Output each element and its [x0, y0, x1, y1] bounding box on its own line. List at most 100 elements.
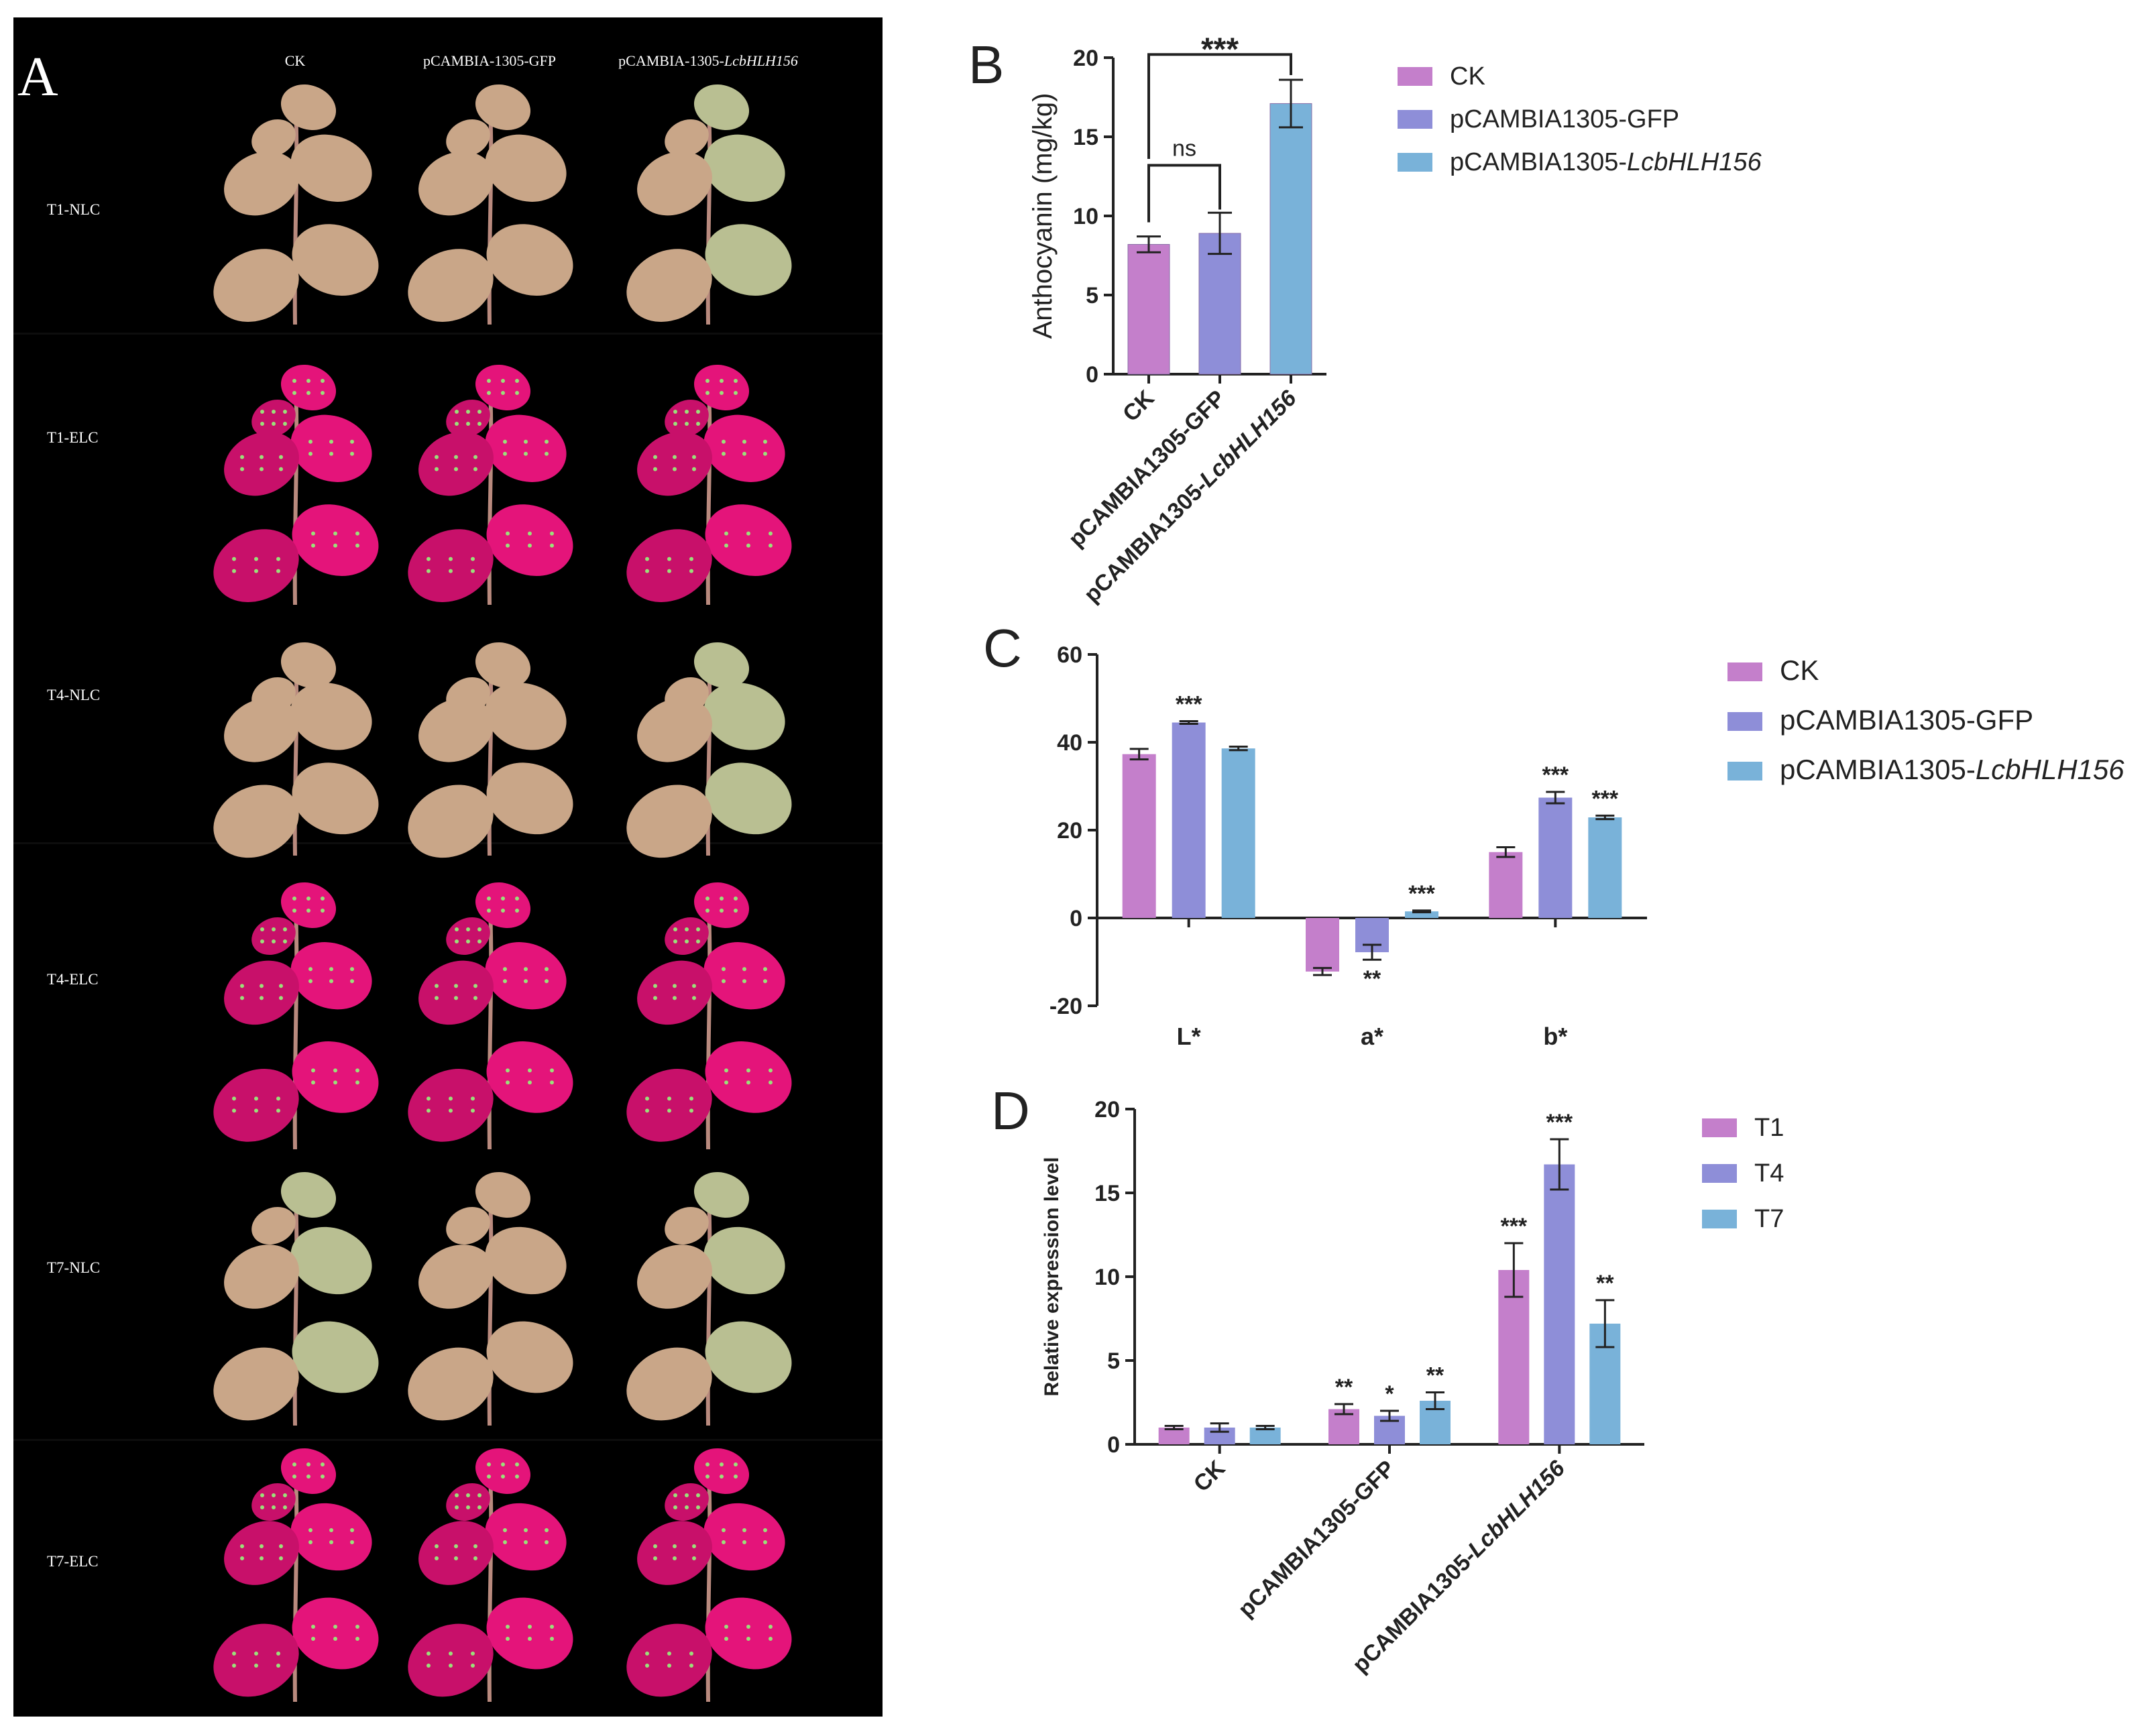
leaf-spot: [260, 939, 264, 943]
leaf-spot: [545, 1528, 549, 1532]
leaf-spot: [769, 543, 773, 548]
leaf-spot: [311, 543, 315, 548]
leaf-spot: [232, 1652, 236, 1656]
leaf-spot: [673, 455, 677, 459]
leaf-spot: [454, 1544, 458, 1548]
y-axis-label: Relative expression level: [1041, 1157, 1063, 1397]
leaf-shape: [703, 942, 785, 1010]
leaf-spot: [742, 451, 746, 456]
leaf-spot: [503, 451, 507, 456]
x-tick-label: L*: [1177, 1023, 1201, 1050]
leaf-shape: [408, 1069, 494, 1142]
legend-swatch: [1398, 153, 1432, 172]
leaf-shape: [408, 785, 494, 858]
leaf-spot: [705, 909, 710, 913]
y-tick-label: 0: [1086, 362, 1098, 388]
leaf-shape: [626, 1623, 712, 1697]
panel-letter: D: [991, 1081, 1030, 1141]
leaf-spot: [689, 1664, 693, 1668]
leaf-spot: [260, 1556, 264, 1560]
leaf-spot: [722, 451, 726, 456]
leaf-shape: [637, 151, 712, 216]
leaf-spot: [696, 927, 700, 931]
leaf-spot: [667, 569, 671, 573]
leaf-spot: [329, 1528, 333, 1532]
leaf-spot: [279, 996, 283, 1000]
leaf-spot: [705, 1462, 710, 1466]
leaf-spot: [240, 996, 244, 1000]
leaf-spot: [689, 1108, 693, 1113]
plant-cutting-photo: [213, 882, 379, 1150]
leaf-shape: [703, 1226, 785, 1295]
leaf-spot: [427, 557, 431, 561]
leaf-spot: [645, 569, 649, 573]
leaf-spot: [653, 467, 657, 471]
leaf-spot: [501, 379, 505, 383]
leaf-spot: [466, 1505, 470, 1509]
leaf-spot: [254, 557, 258, 561]
leaf-spot: [545, 451, 549, 456]
leaf-spot: [689, 1096, 693, 1101]
leaf-shape: [213, 785, 299, 858]
leaf-spot: [528, 1625, 532, 1629]
leaf-shape: [418, 1521, 494, 1585]
leaf-spot: [720, 379, 724, 383]
y-tick-label: 15: [1073, 125, 1098, 150]
leaf-spot: [454, 996, 458, 1000]
leaf-spot: [276, 569, 280, 573]
error-bar: [1335, 1403, 1353, 1415]
leaf-spot: [746, 1637, 750, 1641]
leaf-shape: [705, 1597, 792, 1670]
leaf-shape: [251, 399, 296, 438]
plant-cutting-photo: [408, 1448, 573, 1702]
leaf-shape: [626, 249, 712, 322]
bar: [1544, 1164, 1575, 1444]
leaf-shape: [693, 642, 750, 688]
leaf-spot: [763, 979, 767, 984]
legend-swatch: [1727, 762, 1762, 781]
leaf-shape: [251, 119, 296, 158]
leaf-spot: [692, 467, 696, 471]
leaf-spot: [311, 1637, 315, 1641]
chart-D: D 0 5 10 15 20 Relative expression level CK pCAM…: [991, 1081, 1784, 1678]
leaf-spot: [321, 1475, 325, 1479]
leaf-spot: [545, 967, 549, 972]
leaf-shape: [705, 1321, 792, 1393]
error-bar: [1595, 814, 1615, 821]
leaf-spot: [260, 1544, 264, 1548]
error-bar: [1164, 1425, 1184, 1430]
leaf-spot: [742, 979, 746, 984]
chart-B: B 0 5 10 15 20 Anthocyanin (mg/kg) CK pCAMBIA130…: [968, 32, 1762, 608]
leaf-spot: [276, 1652, 280, 1656]
leaf-spot: [722, 1528, 726, 1532]
leaf-spot: [306, 909, 310, 913]
y-tick-label: 20: [1073, 46, 1098, 71]
leaf-shape: [446, 917, 490, 956]
error-bar: [1363, 943, 1381, 961]
leaf-spot: [696, 422, 700, 426]
leaf-shape: [486, 762, 573, 835]
leaf-spot: [279, 1544, 283, 1548]
leaf-spot: [449, 569, 453, 573]
leaf-spot: [292, 1475, 296, 1479]
leaf-spot: [292, 897, 296, 901]
leaf-spot: [473, 996, 477, 1000]
leaf-spot: [455, 1493, 459, 1497]
leaf-spot: [279, 455, 283, 459]
leaf-spot: [487, 909, 491, 913]
leaf-shape: [703, 1503, 785, 1571]
leaf-spot: [311, 1068, 315, 1073]
leaf-spot: [435, 984, 439, 988]
leaf-shape: [292, 1597, 379, 1670]
leaf-spot: [696, 939, 700, 943]
leaf-spot: [473, 455, 477, 459]
error-bar: [1279, 78, 1303, 129]
leaf-spot: [471, 1652, 475, 1656]
leaf-spot: [232, 1108, 236, 1113]
leaf-shape: [408, 529, 494, 602]
leaf-spot: [692, 1544, 696, 1548]
leaf-spot: [279, 467, 283, 471]
leaf-spot: [734, 1475, 738, 1479]
photo-row-label: T1-ELC: [47, 429, 99, 446]
error-bar: [1546, 791, 1565, 805]
